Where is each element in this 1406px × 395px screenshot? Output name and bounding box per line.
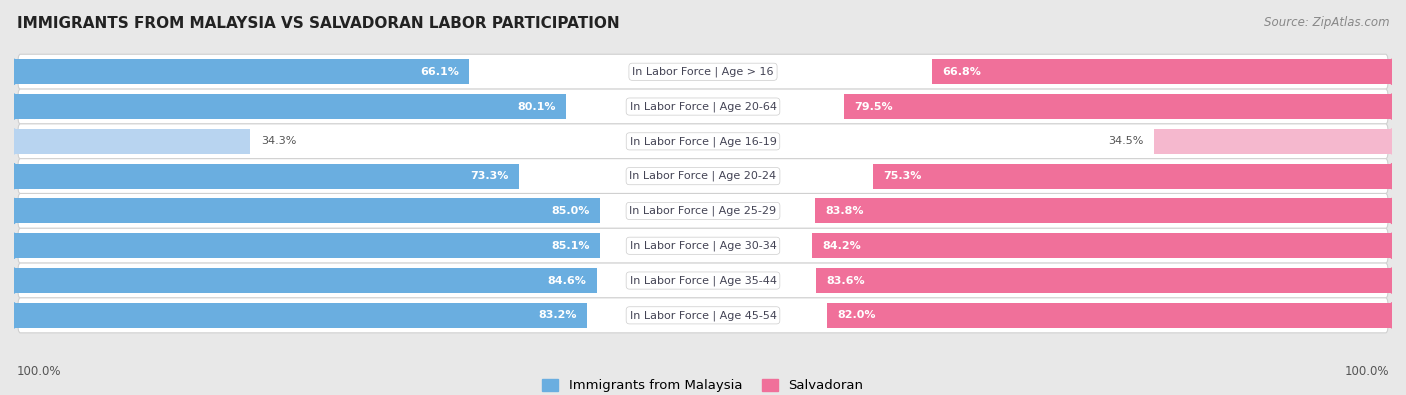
Bar bbox=[14, 164, 519, 189]
FancyBboxPatch shape bbox=[17, 298, 1389, 333]
Text: 73.3%: 73.3% bbox=[471, 171, 509, 181]
Text: 100.0%: 100.0% bbox=[1344, 365, 1389, 378]
Text: Source: ZipAtlas.com: Source: ZipAtlas.com bbox=[1264, 16, 1389, 29]
Bar bbox=[827, 303, 1392, 328]
Circle shape bbox=[1389, 164, 1395, 189]
Circle shape bbox=[1389, 59, 1395, 84]
Bar bbox=[932, 59, 1392, 84]
Bar bbox=[814, 198, 1392, 224]
Text: 84.2%: 84.2% bbox=[823, 241, 860, 251]
Bar bbox=[844, 94, 1392, 119]
Text: 34.3%: 34.3% bbox=[260, 136, 297, 147]
Text: 85.1%: 85.1% bbox=[551, 241, 591, 251]
Circle shape bbox=[1389, 94, 1395, 119]
Bar bbox=[815, 268, 1392, 293]
Circle shape bbox=[11, 164, 17, 189]
Text: In Labor Force | Age 30-34: In Labor Force | Age 30-34 bbox=[630, 241, 776, 251]
Bar bbox=[14, 233, 600, 258]
Bar bbox=[14, 59, 470, 84]
FancyBboxPatch shape bbox=[17, 263, 1389, 298]
FancyBboxPatch shape bbox=[17, 54, 1389, 89]
Text: In Labor Force | Age 35-44: In Labor Force | Age 35-44 bbox=[630, 275, 776, 286]
Text: 66.1%: 66.1% bbox=[420, 67, 460, 77]
Text: 80.1%: 80.1% bbox=[517, 102, 555, 111]
Text: In Labor Force | Age 20-64: In Labor Force | Age 20-64 bbox=[630, 101, 776, 112]
Circle shape bbox=[11, 94, 17, 119]
Circle shape bbox=[1389, 233, 1395, 258]
FancyBboxPatch shape bbox=[17, 228, 1389, 263]
Circle shape bbox=[11, 303, 17, 328]
Circle shape bbox=[11, 198, 17, 224]
Bar bbox=[14, 129, 250, 154]
Text: 84.6%: 84.6% bbox=[548, 276, 586, 286]
FancyBboxPatch shape bbox=[17, 89, 1389, 124]
Text: IMMIGRANTS FROM MALAYSIA VS SALVADORAN LABOR PARTICIPATION: IMMIGRANTS FROM MALAYSIA VS SALVADORAN L… bbox=[17, 16, 620, 31]
Text: 34.5%: 34.5% bbox=[1108, 136, 1144, 147]
FancyBboxPatch shape bbox=[17, 159, 1389, 194]
Circle shape bbox=[1389, 303, 1395, 328]
Bar bbox=[14, 94, 565, 119]
Text: In Labor Force | Age 45-54: In Labor Force | Age 45-54 bbox=[630, 310, 776, 321]
Bar bbox=[873, 164, 1392, 189]
Bar bbox=[1154, 129, 1392, 154]
Circle shape bbox=[1389, 268, 1395, 293]
Text: 83.6%: 83.6% bbox=[827, 276, 865, 286]
Bar bbox=[14, 303, 588, 328]
Circle shape bbox=[1389, 129, 1395, 154]
Circle shape bbox=[11, 268, 17, 293]
Text: 83.2%: 83.2% bbox=[538, 310, 576, 320]
Legend: Immigrants from Malaysia, Salvadoran: Immigrants from Malaysia, Salvadoran bbox=[537, 373, 869, 395]
FancyBboxPatch shape bbox=[17, 194, 1389, 228]
Text: 83.8%: 83.8% bbox=[825, 206, 863, 216]
FancyBboxPatch shape bbox=[17, 124, 1389, 159]
Circle shape bbox=[11, 129, 17, 154]
Circle shape bbox=[11, 59, 17, 84]
Text: 66.8%: 66.8% bbox=[942, 67, 981, 77]
Text: In Labor Force | Age > 16: In Labor Force | Age > 16 bbox=[633, 66, 773, 77]
Text: In Labor Force | Age 20-24: In Labor Force | Age 20-24 bbox=[630, 171, 776, 181]
Bar bbox=[14, 268, 598, 293]
Text: 79.5%: 79.5% bbox=[855, 102, 893, 111]
Bar bbox=[14, 198, 599, 224]
Text: 75.3%: 75.3% bbox=[883, 171, 922, 181]
Text: In Labor Force | Age 16-19: In Labor Force | Age 16-19 bbox=[630, 136, 776, 147]
Bar bbox=[811, 233, 1392, 258]
Text: In Labor Force | Age 25-29: In Labor Force | Age 25-29 bbox=[630, 206, 776, 216]
Text: 100.0%: 100.0% bbox=[17, 365, 62, 378]
Text: 85.0%: 85.0% bbox=[551, 206, 589, 216]
Circle shape bbox=[1389, 198, 1395, 224]
Circle shape bbox=[11, 233, 17, 258]
Text: 82.0%: 82.0% bbox=[838, 310, 876, 320]
